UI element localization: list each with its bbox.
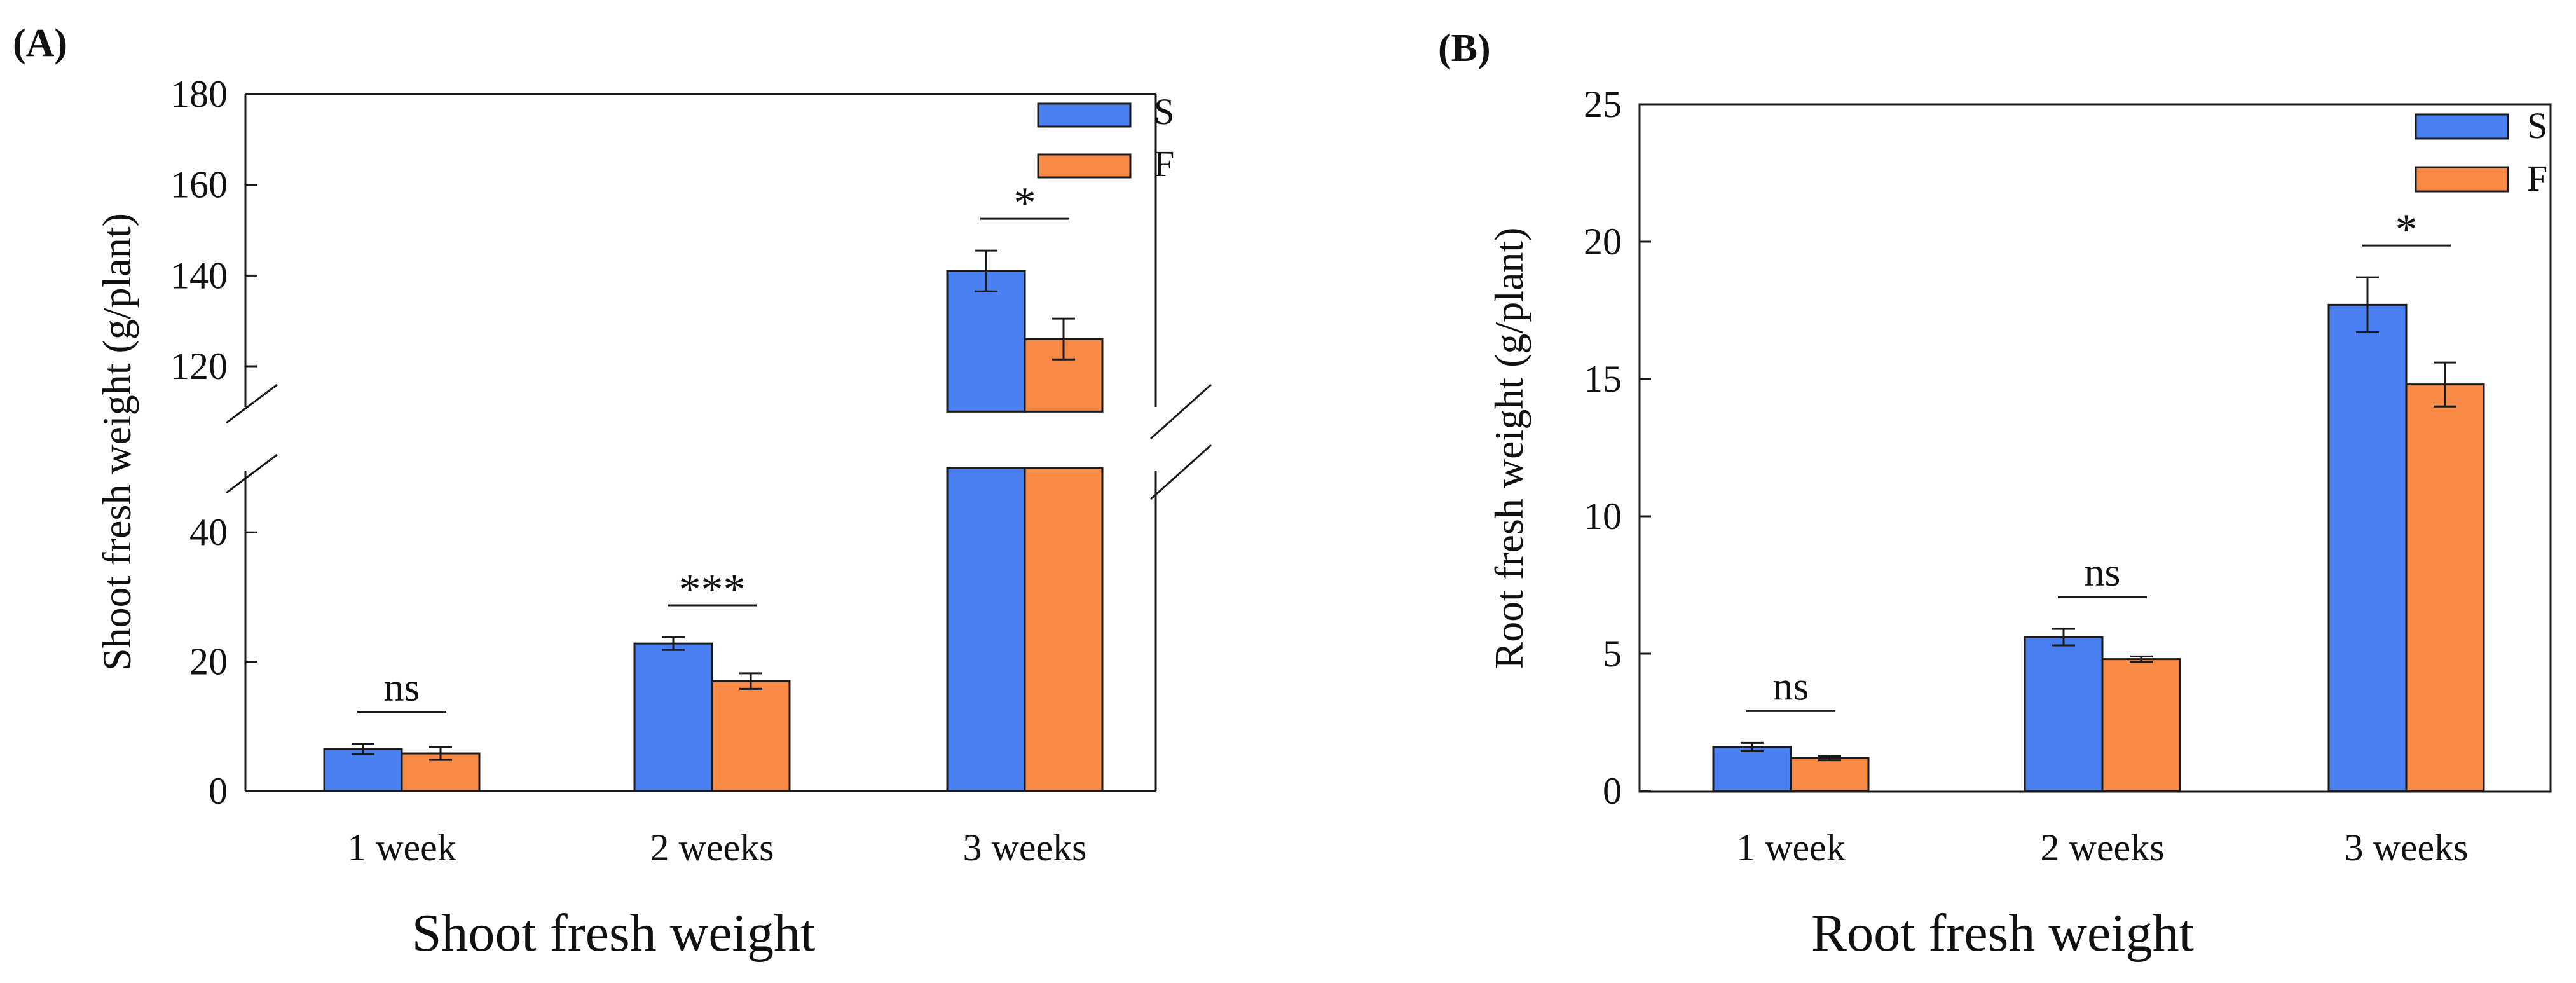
panel-a-y-ticks: 0 20 40 120 140 160 180	[170, 73, 257, 812]
panel-a-marks: ns****	[323, 179, 1104, 792]
panel-a-legend-label-f: F	[1154, 143, 1174, 184]
y-tick-label: 25	[1584, 83, 1622, 125]
panel-a-legend-swatch-s	[1037, 102, 1132, 128]
significance-label-1: ns	[384, 664, 420, 710]
y-tick-label: 160	[170, 164, 228, 206]
y-tick-label: 20	[1584, 221, 1622, 263]
y-tick-label: 140	[170, 254, 228, 296]
panel-a-legend-label-s: S	[1154, 91, 1174, 132]
significance-label-2: ***	[679, 565, 746, 614]
panel-a-legend: S F	[1037, 91, 1174, 184]
bar-s-3	[2327, 303, 2408, 792]
panel-b-axes-frame	[1638, 103, 2552, 793]
panel-a-axis-break-right	[1149, 383, 1212, 500]
panel-a-x-tick-labels: 1 week 2 weeks 3 weeks	[347, 827, 1086, 869]
panel-b-legend-swatch-s	[2415, 113, 2509, 140]
significance-label-3: *	[2395, 205, 2418, 254]
panel-b-legend-label-s: S	[2527, 105, 2547, 146]
panel-a-title: Shoot fresh weight	[412, 904, 816, 963]
y-tick-label: 0	[1603, 770, 1622, 812]
x-tick-label: 1 week	[1736, 827, 1846, 869]
bar-f-2	[711, 680, 791, 792]
bar-s-1	[323, 748, 403, 792]
bar-s-1	[1712, 746, 1792, 792]
panel-b-legend: S F	[2415, 105, 2547, 199]
panel-a-axis-break-left	[226, 383, 278, 494]
panel-b-title: Root fresh weight	[1811, 904, 2194, 963]
panel-a-label: (A)	[13, 22, 67, 65]
panel-b-label: (B)	[1438, 27, 1491, 70]
significance-label-1: ns	[1773, 663, 1809, 708]
panel-b-legend-swatch-f	[2415, 166, 2509, 193]
y-tick-label: 5	[1603, 633, 1622, 675]
significance-label-3: *	[1014, 179, 1036, 228]
bar-f-2	[2101, 658, 2181, 792]
y-tick-label: 0	[209, 770, 228, 812]
bar-f-3	[1024, 467, 1104, 792]
y-tick-label: 20	[189, 641, 228, 683]
x-tick-label: 1 week	[347, 827, 456, 869]
panel-a-legend-swatch-f	[1037, 153, 1132, 179]
bar-f-1	[1790, 757, 1870, 792]
x-tick-label: 2 weeks	[2041, 827, 2165, 869]
panel-b-x-tick-labels: 1 week 2 weeks 3 weeks	[1736, 827, 2468, 869]
panel-b-marks: ns ns *	[1712, 205, 2485, 792]
y-tick-label: 15	[1584, 358, 1622, 400]
bar-s-3	[946, 467, 1026, 792]
bar-s-2	[2024, 636, 2104, 792]
y-tick-label: 120	[170, 345, 228, 387]
panel-a-y-axis-label: Shoot fresh weight (g/plant)	[94, 213, 139, 671]
bar-f-3	[2405, 383, 2485, 792]
bar-s-2	[633, 642, 713, 792]
y-tick-label: 10	[1584, 495, 1622, 537]
y-tick-label: 180	[170, 73, 228, 115]
panel-b-legend-label-f: F	[2527, 158, 2547, 199]
x-tick-label: 3 weeks	[963, 827, 1087, 869]
panel-b-y-axis-label: Root fresh weight (g/plant)	[1486, 228, 1531, 670]
y-tick-label: 40	[189, 511, 228, 553]
x-tick-label: 2 weeks	[650, 827, 774, 869]
x-tick-label: 3 weeks	[2345, 827, 2469, 869]
panel-b-y-ticks: 0 5 10 15 20 25	[1584, 83, 1651, 812]
panel-b: (B) ns ns * 0 5 10 15 20 25 Root fresh weight (…	[1438, 27, 2552, 963]
significance-label-2: ns	[2085, 549, 2121, 595]
